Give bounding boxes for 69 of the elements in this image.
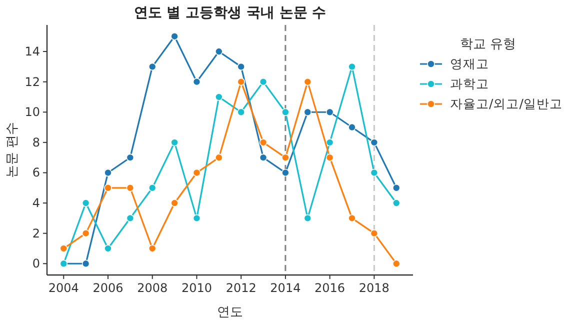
point bbox=[304, 108, 312, 116]
x-axis-title: 연도 bbox=[217, 305, 243, 320]
y-tick-label: 12 bbox=[24, 74, 40, 89]
point bbox=[192, 78, 201, 86]
y-tick-label: 10 bbox=[24, 105, 40, 120]
y-axis-title: 논문 편수 bbox=[5, 122, 20, 178]
point bbox=[148, 62, 156, 71]
point bbox=[326, 108, 334, 116]
point bbox=[82, 199, 90, 207]
point bbox=[170, 32, 178, 40]
point bbox=[170, 138, 178, 146]
y-tick-label: 14 bbox=[24, 44, 40, 59]
x-tick-label: 2010 bbox=[181, 281, 212, 295]
y-tick-label: 8 bbox=[32, 135, 40, 150]
point bbox=[148, 184, 156, 192]
point bbox=[104, 168, 112, 177]
x-tick-label: 2004 bbox=[48, 281, 79, 295]
point bbox=[392, 199, 400, 207]
point bbox=[104, 184, 112, 192]
point bbox=[126, 154, 134, 162]
chart-title: 연도 별 고등학생 국내 논문 수 bbox=[134, 5, 326, 21]
point bbox=[282, 168, 290, 177]
x-tick-label: 2012 bbox=[226, 281, 256, 295]
x-tick-label: 2008 bbox=[137, 281, 168, 295]
point bbox=[126, 184, 134, 192]
x-tick-label: 2014 bbox=[270, 281, 301, 295]
point bbox=[326, 154, 334, 162]
point bbox=[304, 78, 312, 86]
point bbox=[370, 168, 378, 177]
x-tick-label: 2016 bbox=[314, 281, 346, 295]
legend-label: 영재고 bbox=[450, 56, 489, 71]
point bbox=[370, 229, 378, 238]
point bbox=[282, 154, 290, 162]
point bbox=[148, 244, 156, 252]
point bbox=[259, 78, 268, 86]
point bbox=[348, 214, 356, 222]
point bbox=[370, 138, 378, 146]
legend-label: 과학고 bbox=[450, 76, 489, 91]
point bbox=[192, 168, 201, 177]
point bbox=[304, 214, 312, 222]
x-tick-label: 2018 bbox=[358, 281, 390, 295]
point bbox=[348, 123, 356, 132]
point bbox=[237, 108, 245, 116]
point bbox=[82, 229, 90, 238]
point bbox=[392, 260, 400, 268]
point bbox=[259, 138, 268, 146]
point bbox=[392, 184, 400, 192]
point bbox=[60, 244, 68, 252]
x-tick-label: 2006 bbox=[92, 281, 124, 295]
legend-label: 자율고/외고/일반고 bbox=[450, 96, 562, 111]
point bbox=[237, 62, 245, 71]
legend-title: 학교 유형 bbox=[460, 37, 516, 52]
point bbox=[215, 154, 223, 162]
point bbox=[326, 138, 334, 146]
point bbox=[170, 199, 178, 207]
point bbox=[192, 214, 201, 222]
y-tick-label: 6 bbox=[32, 166, 40, 180]
y-tick-label: 4 bbox=[32, 196, 40, 210]
point bbox=[104, 244, 112, 252]
y-tick-label: 0 bbox=[32, 256, 40, 271]
point bbox=[282, 108, 290, 116]
y-tick-label: 2 bbox=[32, 226, 40, 240]
point bbox=[82, 260, 90, 268]
point bbox=[215, 93, 223, 101]
point bbox=[348, 62, 356, 71]
point bbox=[126, 214, 134, 222]
point bbox=[237, 78, 245, 86]
point bbox=[259, 154, 268, 162]
point bbox=[215, 48, 223, 56]
